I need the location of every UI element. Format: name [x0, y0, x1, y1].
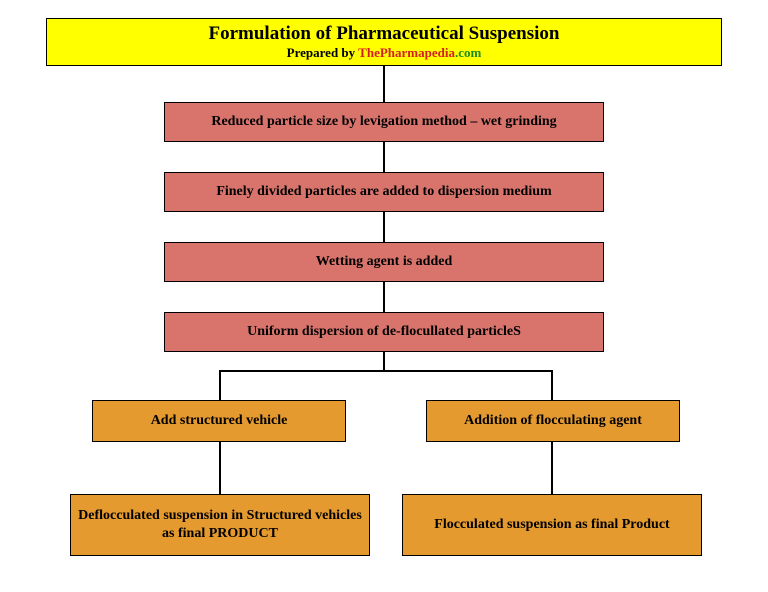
connector-line	[551, 370, 553, 400]
connector-line	[383, 352, 385, 370]
brand-green: .com	[455, 45, 481, 60]
header-title: Formulation of Pharmaceutical Suspension	[209, 23, 560, 45]
step-box-1: Reduced particle size by levigation meth…	[164, 102, 604, 142]
connector-line	[383, 282, 385, 312]
step-box-3: Wetting agent is added	[164, 242, 604, 282]
header-box: Formulation of Pharmaceutical Suspension…	[46, 18, 722, 66]
branch-left-1: Add structured vehicle	[92, 400, 346, 442]
subtitle-prefix: Prepared by	[287, 45, 359, 60]
branch-text: Flocculated suspension as final Product	[434, 516, 669, 534]
branch-left-2: Deflocculated suspension in Structured v…	[70, 494, 370, 556]
branch-right-1: Addition of flocculating agent	[426, 400, 680, 442]
branch-text: Deflocculated suspension in Structured v…	[71, 507, 369, 543]
step-box-4: Uniform dispersion of de-flocullated par…	[164, 312, 604, 352]
branch-text: Addition of flocculating agent	[464, 413, 642, 429]
step-text: Uniform dispersion of de-flocullated par…	[247, 324, 521, 340]
connector-line	[219, 370, 553, 372]
step-text: Reduced particle size by levigation meth…	[211, 114, 556, 130]
connector-line	[219, 370, 221, 400]
header-subtitle: Prepared by ThePharmapedia.com	[287, 45, 482, 61]
connector-line	[219, 442, 221, 494]
branch-text: Add structured vehicle	[151, 413, 288, 429]
branch-right-2: Flocculated suspension as final Product	[402, 494, 702, 556]
brand-red: ThePharmapedia	[358, 45, 455, 60]
step-text: Wetting agent is added	[316, 254, 453, 270]
connector-line	[383, 212, 385, 242]
connector-line	[383, 142, 385, 172]
step-box-2: Finely divided particles are added to di…	[164, 172, 604, 212]
connector-line	[383, 66, 385, 102]
step-text: Finely divided particles are added to di…	[216, 184, 551, 200]
connector-line	[551, 442, 553, 494]
